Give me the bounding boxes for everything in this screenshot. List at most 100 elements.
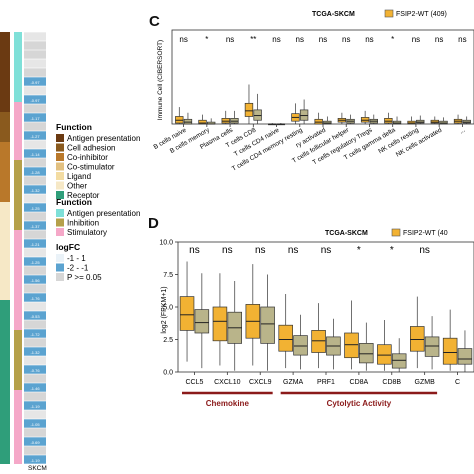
panel-d-plot: 0.0 2.5 5.0 7.5 10.0 ns CCL5 ns CXCL10 ns CXCL9 ns G… [159, 240, 474, 408]
group-label: Chemokine [206, 399, 250, 408]
legend-label: Ligand [67, 172, 91, 181]
legend-label: Antigen presentation [67, 134, 140, 143]
significance-label: ns [288, 245, 299, 256]
x-tick-label: CXCL10 [214, 379, 241, 386]
legend-label: Inhibition [67, 219, 99, 228]
x-tick-label: C [455, 379, 460, 386]
heatmap-cell [24, 32, 46, 41]
panel-d-letter: D [148, 215, 159, 232]
box [311, 330, 326, 353]
legend-label: Stimulatory [67, 228, 107, 237]
box [359, 343, 374, 364]
y-tick-label: 2.5 [163, 337, 173, 344]
function-color-bar-coinhib [0, 142, 10, 202]
function-color-bar-adhesion [0, 112, 10, 142]
significance-label: * [205, 35, 208, 44]
heatmap-cell [24, 230, 46, 239]
significance-label: ns [296, 35, 304, 44]
heatmap-cell [24, 257, 46, 266]
heatmap-cell [24, 113, 46, 122]
y-tick-label: 10.0 [159, 240, 173, 247]
heatmap-cell [24, 374, 46, 383]
significance-label: ns [179, 35, 187, 44]
panel-d-legend-label: FSIP2-WT (40 [403, 230, 448, 237]
box [424, 336, 440, 357]
legend-swatch [56, 263, 64, 272]
heatmap-cell-value: -1.25 [30, 206, 40, 211]
plot-frame [171, 29, 474, 125]
significance-label: ns [321, 245, 332, 256]
y-tick-label: 0.0 [163, 370, 173, 377]
heatmap-cell [24, 455, 46, 464]
significance-label: ns [189, 245, 200, 256]
heatmap-cell-value: -1.46 [30, 386, 40, 391]
box [278, 324, 293, 352]
function2-color-bar-inhib [14, 160, 22, 230]
heatmap-cell [24, 176, 46, 185]
x-tick-label: CD8A [350, 379, 369, 386]
heatmap-cell [24, 41, 46, 50]
heatmap-cell-value: -0.53 [30, 314, 40, 319]
function2-legend-title: Function [56, 197, 92, 207]
heatmap-cell [24, 104, 46, 113]
logfc-legend: -1 - 1-2 - -1P >= 0.05 [56, 254, 102, 282]
legend-swatch [56, 228, 64, 236]
significance-label: ns [222, 245, 233, 256]
box [212, 306, 228, 342]
heatmap-cell-value: -0.76 [30, 368, 40, 373]
box [377, 344, 392, 365]
x-tick-label: CCL5 [185, 379, 203, 386]
heatmap-cell [24, 149, 46, 158]
heatmap-cell [24, 131, 46, 140]
heatmap-cell [24, 185, 46, 194]
significance-label: ns [365, 35, 373, 44]
heatmap-cell-value: -1.19 [30, 458, 40, 463]
heatmap-cell-value: -0.97 [30, 98, 40, 103]
panel-c-legend-swatch [384, 9, 394, 18]
significance-label: * [357, 245, 361, 256]
heatmap-cell [24, 401, 46, 410]
heatmap-cell-value: -1.76 [30, 296, 40, 301]
function-legend-title: Function [56, 122, 92, 132]
box [442, 337, 458, 365]
heatmap-cell-value: -1.37 [30, 224, 40, 229]
significance-label: ns [342, 35, 350, 44]
legend-label: -2 - -1 [67, 264, 89, 273]
heatmap-cell [24, 50, 46, 59]
legend-label: Cell adhesion [67, 144, 115, 153]
heatmap-cell-value: -1.25 [30, 260, 40, 265]
heatmap-cell [24, 77, 46, 86]
panel-c-title: TCGA-SKCM [312, 11, 355, 18]
legend-swatch [56, 134, 64, 142]
x-tick-label: ... [458, 127, 466, 136]
heatmap-cell [24, 437, 46, 446]
function2-color-bar-antigen [14, 32, 22, 102]
heatmap-cells: -0.97 -0.97 -1.17 -1.27 -1.14 -1.28 -1.32 -1.25… [24, 32, 46, 464]
legend-label: Antigen presentation [67, 209, 140, 218]
group-label: Cytolytic Activity [327, 399, 392, 408]
legend-label: Co-stimulator [67, 163, 115, 172]
heatmap-cell-value: -1.21 [30, 242, 40, 247]
function-color-bar-receptor [0, 300, 10, 464]
significance-label: * [391, 35, 394, 44]
heatmap-cell [24, 248, 46, 257]
heatmap-cell [24, 167, 46, 176]
heatmap-cell [24, 95, 46, 104]
box [244, 102, 254, 117]
heatmap-cell [24, 383, 46, 392]
heatmap-cell [24, 59, 46, 68]
heatmap-cell [24, 329, 46, 338]
box [344, 332, 359, 359]
heatmap-cell [24, 140, 46, 149]
heatmap-cell-value: -0.97 [30, 80, 40, 85]
function-color-bar [0, 32, 10, 464]
legend-swatch [56, 162, 64, 171]
heatmap-cell-value: -1.05 [30, 422, 40, 427]
heatmap-panel: -0.97 -0.97 -1.17 -1.27 -1.14 -1.28 -1.32 -1.25… [0, 32, 140, 472]
panel-d-title: TCGA-SKCM [325, 230, 368, 237]
heatmap-cell [24, 311, 46, 320]
heatmap-cell-value: -1.17 [30, 116, 40, 121]
box [391, 353, 407, 369]
